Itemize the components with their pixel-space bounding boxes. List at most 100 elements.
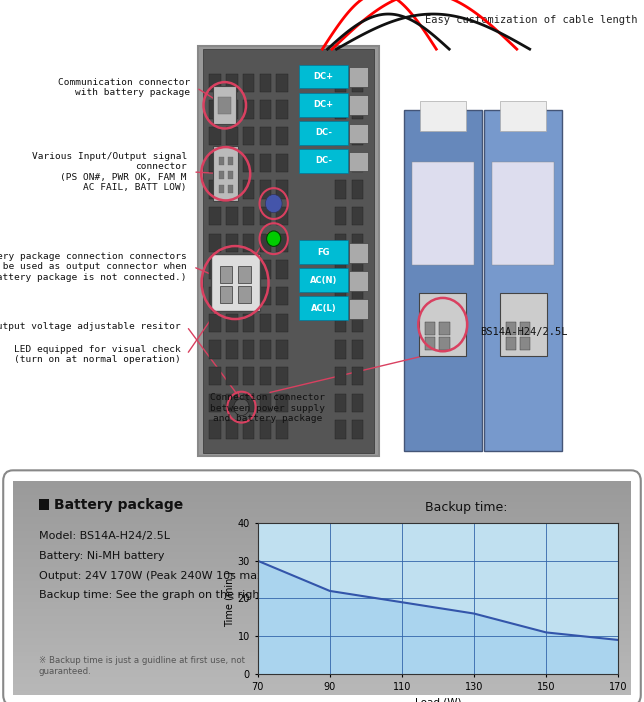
FancyBboxPatch shape [13, 510, 631, 513]
FancyBboxPatch shape [13, 567, 631, 570]
FancyBboxPatch shape [13, 613, 631, 616]
FancyBboxPatch shape [13, 513, 631, 517]
FancyBboxPatch shape [276, 234, 288, 252]
FancyBboxPatch shape [13, 503, 631, 506]
FancyBboxPatch shape [500, 293, 547, 357]
FancyBboxPatch shape [299, 268, 348, 292]
FancyBboxPatch shape [349, 67, 368, 87]
FancyBboxPatch shape [352, 287, 363, 305]
FancyBboxPatch shape [209, 207, 221, 225]
FancyBboxPatch shape [209, 367, 221, 385]
FancyBboxPatch shape [260, 260, 271, 279]
FancyBboxPatch shape [299, 65, 348, 88]
Circle shape [234, 399, 249, 416]
FancyBboxPatch shape [260, 234, 271, 252]
FancyBboxPatch shape [520, 322, 530, 335]
FancyBboxPatch shape [349, 95, 368, 115]
FancyBboxPatch shape [299, 93, 348, 117]
FancyBboxPatch shape [226, 367, 238, 385]
FancyBboxPatch shape [276, 74, 288, 92]
FancyBboxPatch shape [13, 595, 631, 599]
Text: Battery: Ni-MH battery: Battery: Ni-MH battery [39, 551, 164, 561]
Text: AC(N): AC(N) [310, 276, 337, 284]
FancyBboxPatch shape [13, 674, 631, 677]
FancyBboxPatch shape [335, 314, 346, 332]
FancyBboxPatch shape [349, 243, 368, 263]
Text: LED equipped for visual check
(turn on at normal operation): LED equipped for visual check (turn on a… [14, 345, 180, 364]
FancyBboxPatch shape [13, 684, 631, 688]
FancyBboxPatch shape [13, 534, 631, 538]
FancyBboxPatch shape [276, 260, 288, 279]
FancyBboxPatch shape [349, 152, 368, 171]
FancyBboxPatch shape [484, 110, 562, 451]
FancyBboxPatch shape [260, 127, 271, 145]
Text: Connection connector
between power supply
and battery package: Connection connector between power suppl… [210, 393, 325, 423]
Text: BS14A-H24/2.5L: BS14A-H24/2.5L [480, 327, 567, 337]
FancyBboxPatch shape [13, 691, 631, 695]
FancyBboxPatch shape [335, 74, 346, 92]
FancyBboxPatch shape [335, 367, 346, 385]
FancyBboxPatch shape [13, 524, 631, 527]
FancyBboxPatch shape [13, 656, 631, 659]
FancyBboxPatch shape [352, 367, 363, 385]
FancyBboxPatch shape [260, 100, 271, 119]
FancyBboxPatch shape [13, 602, 631, 606]
FancyBboxPatch shape [260, 367, 271, 385]
FancyBboxPatch shape [13, 545, 631, 549]
FancyBboxPatch shape [203, 49, 374, 453]
FancyBboxPatch shape [352, 420, 363, 439]
FancyBboxPatch shape [260, 394, 271, 412]
Text: Communication connector
with battery package: Communication connector with battery pac… [58, 78, 190, 98]
FancyBboxPatch shape [352, 154, 363, 172]
FancyBboxPatch shape [243, 394, 254, 412]
FancyBboxPatch shape [226, 314, 238, 332]
FancyBboxPatch shape [198, 46, 379, 456]
FancyBboxPatch shape [219, 185, 224, 193]
FancyBboxPatch shape [13, 517, 631, 520]
FancyBboxPatch shape [219, 171, 224, 179]
FancyBboxPatch shape [243, 180, 254, 199]
FancyBboxPatch shape [243, 127, 254, 145]
X-axis label: Load (W): Load (W) [415, 697, 461, 702]
FancyBboxPatch shape [13, 491, 631, 495]
FancyBboxPatch shape [13, 574, 631, 577]
FancyBboxPatch shape [412, 162, 474, 265]
FancyBboxPatch shape [238, 266, 251, 283]
FancyBboxPatch shape [352, 394, 363, 412]
FancyBboxPatch shape [243, 154, 254, 172]
FancyBboxPatch shape [209, 127, 221, 145]
FancyBboxPatch shape [13, 623, 631, 627]
Text: FG: FG [317, 248, 330, 256]
FancyBboxPatch shape [13, 609, 631, 613]
FancyBboxPatch shape [228, 171, 233, 179]
FancyBboxPatch shape [13, 506, 631, 510]
FancyBboxPatch shape [260, 420, 271, 439]
FancyBboxPatch shape [226, 127, 238, 145]
FancyBboxPatch shape [335, 287, 346, 305]
FancyBboxPatch shape [243, 234, 254, 252]
FancyBboxPatch shape [213, 146, 238, 201]
FancyBboxPatch shape [13, 549, 631, 552]
FancyBboxPatch shape [13, 556, 631, 559]
FancyBboxPatch shape [243, 100, 254, 119]
FancyBboxPatch shape [13, 498, 631, 503]
FancyBboxPatch shape [13, 563, 631, 567]
Text: DC+: DC+ [314, 72, 334, 81]
FancyBboxPatch shape [243, 287, 254, 305]
FancyBboxPatch shape [220, 266, 232, 283]
FancyBboxPatch shape [13, 599, 631, 602]
FancyBboxPatch shape [13, 541, 631, 545]
FancyBboxPatch shape [500, 101, 546, 131]
FancyBboxPatch shape [276, 207, 288, 225]
FancyBboxPatch shape [260, 74, 271, 92]
FancyBboxPatch shape [13, 570, 631, 574]
Y-axis label: Time (min.): Time (min.) [225, 571, 235, 626]
FancyBboxPatch shape [209, 287, 221, 305]
Text: DC-: DC- [315, 157, 332, 165]
Text: Various Input/Output signal
connector
(PS ON#, PWR OK, FAM M
AC FAIL, BATT LOW): Various Input/Output signal connector (P… [32, 152, 187, 192]
FancyBboxPatch shape [260, 154, 271, 172]
FancyBboxPatch shape [13, 627, 631, 630]
FancyBboxPatch shape [220, 286, 232, 303]
FancyBboxPatch shape [226, 340, 238, 359]
Circle shape [267, 231, 281, 246]
